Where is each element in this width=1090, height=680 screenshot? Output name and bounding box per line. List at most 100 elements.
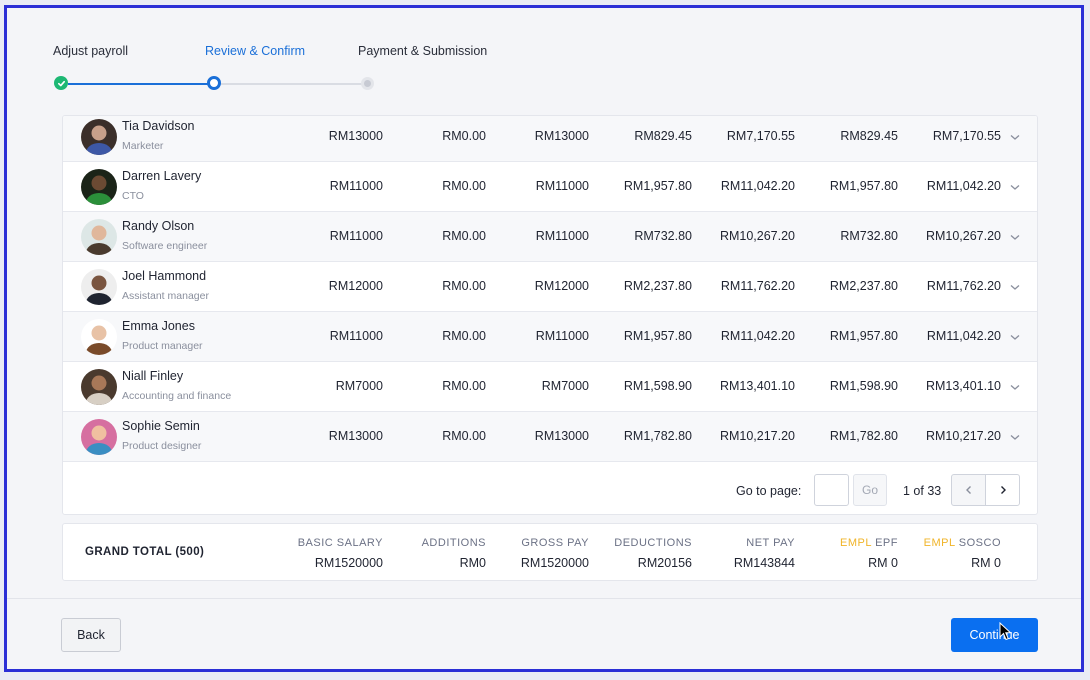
table-cell: RM2,237.80	[623, 279, 692, 293]
table-cell: RM11,042.20	[926, 179, 1001, 193]
step-progress-line-done	[68, 83, 208, 85]
table-cell: RM13000	[328, 129, 383, 143]
back-button[interactable]: Back	[61, 618, 121, 652]
table-cell: RM11000	[329, 179, 383, 193]
table-cell: RM11000	[329, 329, 383, 343]
chevron-down-icon[interactable]	[1008, 180, 1022, 194]
next-page-button[interactable]	[985, 474, 1020, 506]
payroll-table: Tia Davidson Marketer RM13000 RM0.00 RM13000…	[62, 115, 1038, 515]
continue-button[interactable]: Continue	[951, 618, 1038, 652]
employee-name: Niall Finley	[122, 369, 184, 383]
table-row[interactable]: Sophie Semin Product designer RM13000 RM0.0…	[63, 412, 1037, 462]
table-cell: RM0.00	[442, 229, 486, 243]
table-cell: RM11000	[329, 229, 383, 243]
table-row[interactable]: Darren Lavery CTO RM11000 RM0.00 RM11000 RM1,…	[63, 162, 1037, 212]
table-cell: RM11,042.20	[926, 329, 1001, 343]
table-cell: RM10,217.20	[925, 429, 1001, 443]
table-cell: RM10,217.20	[719, 429, 795, 443]
table-row[interactable]: Tia Davidson Marketer RM13000 RM0.00 RM13000…	[63, 116, 1037, 162]
total-column-value: RM 0	[868, 556, 898, 570]
table-row[interactable]: Niall Finley Accounting and finance RM7000…	[63, 362, 1037, 412]
step-review-confirm-label[interactable]: Review & Confirm	[205, 44, 306, 58]
table-cell: RM11,042.20	[720, 329, 795, 343]
chevron-down-icon[interactable]	[1008, 430, 1022, 444]
chevron-down-icon[interactable]	[1008, 280, 1022, 294]
employee-name: Randy Olson	[122, 219, 195, 233]
table-cell: RM732.80	[840, 229, 898, 243]
table-cell: RM11,762.20	[720, 279, 795, 293]
total-column-header: EMPL SOSCO	[924, 537, 1001, 549]
table-cell: RM1,782.80	[623, 429, 692, 443]
total-column-value: RM 0	[971, 556, 1001, 570]
go-button[interactable]: Go	[853, 474, 887, 506]
table-cell: RM0.00	[442, 429, 486, 443]
chevron-down-icon[interactable]	[1008, 130, 1022, 144]
total-column-label: NET PAY	[746, 537, 795, 549]
total-column-value: RM0	[459, 556, 486, 570]
table-cell: RM11,762.20	[926, 279, 1001, 293]
employee-role: Assistant manager	[122, 290, 209, 302]
table-cell: RM13000	[534, 429, 589, 443]
employee-name: Joel Hammond	[122, 269, 207, 283]
table-cell: RM1,957.80	[623, 179, 692, 193]
chevron-down-icon[interactable]	[1008, 330, 1022, 344]
employee-role: Marketer	[122, 140, 164, 152]
goto-page-input[interactable]	[814, 474, 849, 506]
table-cell: RM7000	[541, 379, 589, 393]
total-column-value: RM1520000	[520, 556, 589, 570]
total-column-header: DEDUCTIONS	[614, 537, 692, 549]
avatar	[81, 169, 117, 205]
employee-role: Product manager	[122, 340, 203, 352]
total-column-header: GROSS PAY	[521, 537, 589, 549]
table-cell: RM829.45	[840, 129, 898, 143]
chevron-down-icon[interactable]	[1008, 230, 1022, 244]
employee-role: CTO	[122, 190, 144, 202]
table-cell: RM1,957.80	[829, 329, 898, 343]
total-column-header: ADDITIONS	[422, 537, 486, 549]
total-column-label: SOSCO	[958, 537, 1001, 549]
prev-page-button[interactable]	[951, 474, 986, 506]
table-cell: RM0.00	[442, 379, 486, 393]
table-cell: RM11000	[535, 329, 589, 343]
footer-divider	[7, 598, 1081, 599]
total-column-label: DEDUCTIONS	[614, 537, 692, 549]
employee-role: Accounting and finance	[122, 390, 232, 402]
total-column-label: GROSS PAY	[521, 537, 589, 549]
avatar	[81, 219, 117, 255]
total-column-label: BASIC SALARY	[297, 537, 383, 549]
chevron-left-icon	[965, 486, 971, 494]
page-count: 1 of 33	[903, 484, 942, 498]
total-column-header: BASIC SALARY	[298, 537, 383, 549]
table-cell: RM10,267.20	[719, 229, 795, 243]
table-cell: RM1,782.80	[829, 429, 898, 443]
avatar	[81, 419, 117, 455]
grand-total-card: GRAND TOTAL (500) BASIC SALARY RM1520000 A…	[62, 523, 1038, 581]
step-adjust-payroll-label[interactable]: Adjust payroll	[53, 44, 129, 58]
chevron-down-icon[interactable]	[1008, 380, 1022, 394]
table-cell: RM7000	[335, 379, 383, 393]
table-cell: RM11000	[535, 179, 589, 193]
avatar	[81, 319, 117, 355]
app-window: Adjust payroll Review & Confirm Payment …	[4, 5, 1084, 672]
table-row[interactable]: Joel Hammond Assistant manager RM12000 RM0.…	[63, 262, 1037, 312]
table-cell: RM13000	[328, 429, 383, 443]
step-payment-submission-label[interactable]: Payment & Submission	[358, 44, 488, 58]
avatar	[81, 369, 117, 405]
total-column-header: NET PAY	[746, 537, 795, 549]
table-cell: RM12000	[328, 279, 383, 293]
table-cell: RM12000	[534, 279, 589, 293]
table-cell: RM0.00	[442, 279, 486, 293]
employee-name: Sophie Semin	[122, 419, 200, 433]
table-row[interactable]: Randy Olson Software engineer RM11000 RM0.0…	[63, 212, 1037, 262]
total-column-label: ADDITIONS	[421, 537, 486, 549]
goto-page-label: Go to page:	[736, 484, 802, 498]
table-cell: RM2,237.80	[829, 279, 898, 293]
total-column-prefix: EMPL	[839, 537, 872, 549]
table-cell: RM7,170.55	[726, 129, 795, 143]
table-row[interactable]: Emma Jones Product manager RM11000 RM0.00 RM…	[63, 312, 1037, 362]
employee-name: Emma Jones	[122, 319, 195, 333]
table-cell: RM0.00	[442, 129, 486, 143]
employee-name: Darren Lavery	[122, 169, 202, 183]
avatar	[81, 269, 117, 305]
table-cell: RM13,401.10	[719, 379, 795, 393]
